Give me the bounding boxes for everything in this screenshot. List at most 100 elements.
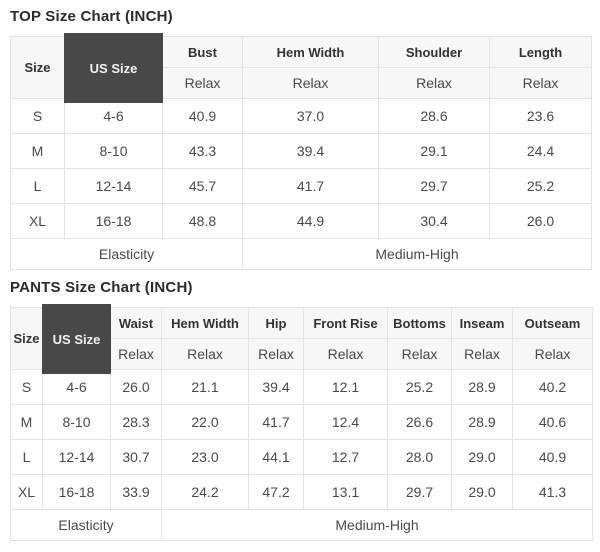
us-size-cell: 16-18 bbox=[64, 203, 163, 239]
top-header-size: Size bbox=[10, 36, 65, 99]
elasticity-row: Elasticity Medium-High bbox=[10, 509, 593, 541]
size-cell: XL bbox=[10, 474, 43, 510]
table-row: L 12-14 45.7 41.7 29.7 25.2 bbox=[10, 168, 592, 204]
pants-fit-front-rise: Relax bbox=[303, 338, 388, 370]
table-row: L 12-14 30.7 23.0 44.1 12.7 28.0 29.0 40… bbox=[10, 439, 593, 475]
top-fit-length: Relax bbox=[489, 67, 592, 99]
top-header-bust: Bust bbox=[162, 36, 243, 68]
length-cell: 23.6 bbox=[489, 98, 592, 134]
bust-cell: 48.8 bbox=[162, 203, 243, 239]
shoulder-cell: 28.6 bbox=[378, 98, 490, 134]
front-rise-cell: 13.1 bbox=[303, 474, 388, 510]
inseam-cell: 28.9 bbox=[451, 404, 513, 440]
us-size-cell: 12-14 bbox=[64, 168, 163, 204]
bottoms-cell: 25.2 bbox=[387, 369, 452, 405]
elasticity-label: Elasticity bbox=[10, 238, 243, 270]
us-size-cell: 8-10 bbox=[42, 404, 111, 440]
top-fit-shoulder: Relax bbox=[378, 67, 490, 99]
us-size-cell: 12-14 bbox=[42, 439, 111, 475]
bottoms-cell: 28.0 bbox=[387, 439, 452, 475]
table-row: XL 16-18 33.9 24.2 47.2 13.1 29.7 29.0 4… bbox=[10, 474, 593, 510]
size-cell: S bbox=[10, 369, 43, 405]
hem-width-cell: 37.0 bbox=[242, 98, 379, 134]
table-row: XL 16-18 48.8 44.9 30.4 26.0 bbox=[10, 203, 592, 239]
hem-width-cell: 39.4 bbox=[242, 133, 379, 169]
length-cell: 24.4 bbox=[489, 133, 592, 169]
top-chart-title: TOP Size Chart (INCH) bbox=[10, 8, 173, 25]
pants-chart-title: PANTS Size Chart (INCH) bbox=[10, 279, 193, 296]
inseam-cell: 29.0 bbox=[451, 439, 513, 475]
pants-fit-inseam: Relax bbox=[451, 338, 513, 370]
elasticity-value: Medium-High bbox=[161, 509, 593, 541]
bust-cell: 40.9 bbox=[162, 98, 243, 134]
shoulder-cell: 29.7 bbox=[378, 168, 490, 204]
pants-fit-hem-width: Relax bbox=[161, 338, 249, 370]
front-rise-cell: 12.7 bbox=[303, 439, 388, 475]
front-rise-cell: 12.1 bbox=[303, 369, 388, 405]
elasticity-label: Elasticity bbox=[10, 509, 162, 541]
pants-fit-bottoms: Relax bbox=[387, 338, 452, 370]
pants-header-hem-width: Hem Width bbox=[161, 307, 249, 339]
hip-cell: 39.4 bbox=[248, 369, 304, 405]
hem-width-cell: 21.1 bbox=[161, 369, 249, 405]
outseam-cell: 40.2 bbox=[512, 369, 593, 405]
hip-cell: 41.7 bbox=[248, 404, 304, 440]
bust-cell: 45.7 bbox=[162, 168, 243, 204]
top-size-table: Size US Size Bust Hem Width Shoulder Len… bbox=[10, 33, 592, 270]
pants-header-outseam: Outseam bbox=[512, 307, 593, 339]
length-cell: 25.2 bbox=[489, 168, 592, 204]
top-header-us-size: US Size bbox=[64, 33, 163, 103]
size-cell: XL bbox=[10, 203, 65, 239]
pants-header-us-size: US Size bbox=[42, 304, 111, 374]
table-row: M 8-10 28.3 22.0 41.7 12.4 26.6 28.9 40.… bbox=[10, 404, 593, 440]
pants-size-table: Size US Size Waist Hem Width Hip Front R… bbox=[10, 304, 593, 541]
elasticity-value: Medium-High bbox=[242, 238, 592, 270]
pants-header-bottoms: Bottoms bbox=[387, 307, 452, 339]
table-row: S 4-6 26.0 21.1 39.4 12.1 25.2 28.9 40.2 bbox=[10, 369, 593, 405]
outseam-cell: 40.9 bbox=[512, 439, 593, 475]
table-row: S 4-6 40.9 37.0 28.6 23.6 bbox=[10, 98, 592, 134]
hem-width-cell: 44.9 bbox=[242, 203, 379, 239]
top-header-shoulder: Shoulder bbox=[378, 36, 490, 68]
waist-cell: 26.0 bbox=[110, 369, 162, 405]
size-cell: S bbox=[10, 98, 65, 134]
us-size-cell: 8-10 bbox=[64, 133, 163, 169]
shoulder-cell: 30.4 bbox=[378, 203, 490, 239]
us-size-toggle[interactable]: US Size bbox=[64, 33, 163, 103]
pants-header-size: Size bbox=[10, 307, 43, 370]
us-size-cell: 4-6 bbox=[42, 369, 111, 405]
top-fit-bust: Relax bbox=[162, 67, 243, 99]
waist-cell: 28.3 bbox=[110, 404, 162, 440]
length-cell: 26.0 bbox=[489, 203, 592, 239]
hem-width-cell: 23.0 bbox=[161, 439, 249, 475]
hip-cell: 47.2 bbox=[248, 474, 304, 510]
bottoms-cell: 29.7 bbox=[387, 474, 452, 510]
inseam-cell: 28.9 bbox=[451, 369, 513, 405]
bottoms-cell: 26.6 bbox=[387, 404, 452, 440]
top-header-length: Length bbox=[489, 36, 592, 68]
waist-cell: 33.9 bbox=[110, 474, 162, 510]
size-cell: M bbox=[10, 133, 65, 169]
front-rise-cell: 12.4 bbox=[303, 404, 388, 440]
hem-width-cell: 41.7 bbox=[242, 168, 379, 204]
size-cell: L bbox=[10, 439, 43, 475]
outseam-cell: 41.3 bbox=[512, 474, 593, 510]
us-size-cell: 4-6 bbox=[64, 98, 163, 134]
bust-cell: 43.3 bbox=[162, 133, 243, 169]
inseam-cell: 29.0 bbox=[451, 474, 513, 510]
pants-header-hip: Hip bbox=[248, 307, 304, 339]
shoulder-cell: 29.1 bbox=[378, 133, 490, 169]
hem-width-cell: 22.0 bbox=[161, 404, 249, 440]
elasticity-row: Elasticity Medium-High bbox=[10, 238, 592, 270]
size-cell: L bbox=[10, 168, 65, 204]
pants-header-inseam: Inseam bbox=[451, 307, 513, 339]
pants-fit-hip: Relax bbox=[248, 338, 304, 370]
top-fit-hem-width: Relax bbox=[242, 67, 379, 99]
us-size-toggle[interactable]: US Size bbox=[42, 304, 111, 374]
hem-width-cell: 24.2 bbox=[161, 474, 249, 510]
pants-fit-waist: Relax bbox=[110, 338, 162, 370]
pants-header-front-rise: Front Rise bbox=[303, 307, 388, 339]
outseam-cell: 40.6 bbox=[512, 404, 593, 440]
us-size-cell: 16-18 bbox=[42, 474, 111, 510]
